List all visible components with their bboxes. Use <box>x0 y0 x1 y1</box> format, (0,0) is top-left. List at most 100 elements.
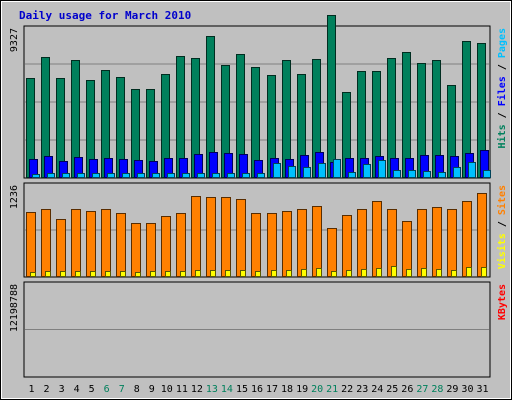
legend-kbytes: KBytes <box>497 284 508 320</box>
bar-sites-day-17 <box>267 213 277 277</box>
bar-visits-day-26 <box>406 269 412 277</box>
bar-visits-day-11 <box>180 271 186 277</box>
max-label: 9327 <box>9 28 20 52</box>
day-label-5: 5 <box>89 384 95 395</box>
bar-pages-day-29 <box>453 167 461 178</box>
series-legend: Hits / Files / Pages <box>496 28 508 148</box>
day-label-22: 22 <box>341 384 353 395</box>
bar-pages-day-10 <box>167 173 175 178</box>
bar-visits-day-16 <box>255 271 261 277</box>
bar-sites-day-28 <box>432 207 442 277</box>
bar-sites-day-22 <box>342 215 352 277</box>
legend-sites: Sites <box>496 185 508 215</box>
bar-sites-day-21 <box>327 228 337 277</box>
bar-sites-day-10 <box>161 216 171 277</box>
day-label-10: 10 <box>161 384 173 395</box>
bar-sites-day-4 <box>71 209 81 277</box>
bar-visits-day-25 <box>391 266 397 277</box>
bar-visits-day-4 <box>75 271 81 277</box>
bar-sites-day-19 <box>297 209 307 277</box>
bar-pages-day-28 <box>438 172 446 178</box>
bar-pages-day-15 <box>242 173 250 178</box>
day-label-2: 2 <box>44 384 50 395</box>
bar-sites-day-9 <box>146 223 156 277</box>
bar-sites-day-15 <box>236 199 246 277</box>
day-label-1: 1 <box>29 384 35 395</box>
day-label-24: 24 <box>371 384 383 395</box>
bar-sites-day-24 <box>372 201 382 277</box>
legend-pages: Pages <box>497 28 508 58</box>
bar-visits-day-14 <box>225 270 231 277</box>
panel-2: 1236 Visits / Sites <box>9 182 508 278</box>
bar-visits-day-17 <box>271 270 277 277</box>
bar-pages-day-13 <box>212 173 220 178</box>
bar-sites-day-11 <box>176 213 186 277</box>
bar-sites-day-6 <box>101 209 111 277</box>
day-label-6: 6 <box>104 384 110 395</box>
bar-sites-day-30 <box>462 201 472 277</box>
bar-visits-day-31 <box>481 267 487 277</box>
bar-sites-day-12 <box>191 196 201 277</box>
max-label: 12198788 <box>9 284 20 332</box>
series-legend: KBytes <box>497 284 508 320</box>
bar-sites-day-18 <box>282 211 292 277</box>
day-label-31: 31 <box>476 384 488 395</box>
day-label-17: 17 <box>266 384 278 395</box>
day-label-20: 20 <box>311 384 323 395</box>
bar-sites-day-5 <box>86 211 96 277</box>
bar-sites-day-13 <box>206 197 216 277</box>
bar-pages-day-7 <box>122 173 130 178</box>
bar-hits-day-21 <box>327 15 336 178</box>
bar-sites-day-23 <box>357 209 367 277</box>
bar-visits-day-8 <box>135 272 141 277</box>
bar-visits-day-24 <box>376 268 382 277</box>
bar-visits-day-2 <box>45 271 51 277</box>
bar-sites-day-26 <box>402 221 412 277</box>
day-label-12: 12 <box>191 384 203 395</box>
chart-title: Daily usage for March 2010 <box>19 9 191 22</box>
bar-sites-day-27 <box>417 209 427 277</box>
bar-visits-day-13 <box>210 270 216 277</box>
bar-pages-day-12 <box>197 173 205 178</box>
bar-pages-day-26 <box>408 170 416 178</box>
legend-separator: / <box>497 58 508 76</box>
bar-pages-day-22 <box>348 172 356 178</box>
bar-visits-day-9 <box>150 271 156 277</box>
bar-pages-day-9 <box>152 173 160 178</box>
panels: 9327 Hits / Files / Pages 1236 Visits / Sit… <box>9 15 508 378</box>
bar-sites-day-7 <box>116 213 126 277</box>
bar-pages-day-11 <box>182 173 190 178</box>
bar-visits-day-19 <box>301 269 307 277</box>
panel-1: 9327 Hits / Files / Pages <box>9 15 508 179</box>
day-label-25: 25 <box>386 384 398 395</box>
series-legend: Visits / Sites <box>496 185 508 269</box>
panel-3: 12198788 KBytes <box>9 281 508 378</box>
bar-sites-day-16 <box>251 213 261 277</box>
bar-visits-day-5 <box>90 271 96 277</box>
bar-pages-day-30 <box>468 162 476 178</box>
day-label-19: 19 <box>296 384 308 395</box>
bar-visits-day-29 <box>451 270 457 277</box>
bar-visits-day-7 <box>120 271 126 277</box>
bar-pages-day-3 <box>62 173 70 178</box>
bar-sites-day-3 <box>56 219 66 277</box>
day-label-16: 16 <box>251 384 263 395</box>
bar-pages-day-8 <box>137 173 145 178</box>
bar-pages-day-1 <box>32 174 40 178</box>
bar-sites-day-8 <box>131 223 141 277</box>
day-label-28: 28 <box>431 384 443 395</box>
bar-sites-day-2 <box>41 209 51 277</box>
bar-pages-day-21 <box>333 159 341 178</box>
bar-visits-day-22 <box>346 270 352 277</box>
bar-visits-day-6 <box>105 271 111 277</box>
bar-visits-day-23 <box>361 269 367 277</box>
bar-visits-day-10 <box>165 271 171 277</box>
legend-hits: Hits <box>496 124 508 148</box>
day-label-3: 3 <box>59 384 65 395</box>
max-label: 1236 <box>9 185 20 209</box>
bar-pages-day-2 <box>47 173 55 178</box>
bar-pages-day-4 <box>77 173 85 178</box>
day-label-4: 4 <box>74 384 80 395</box>
